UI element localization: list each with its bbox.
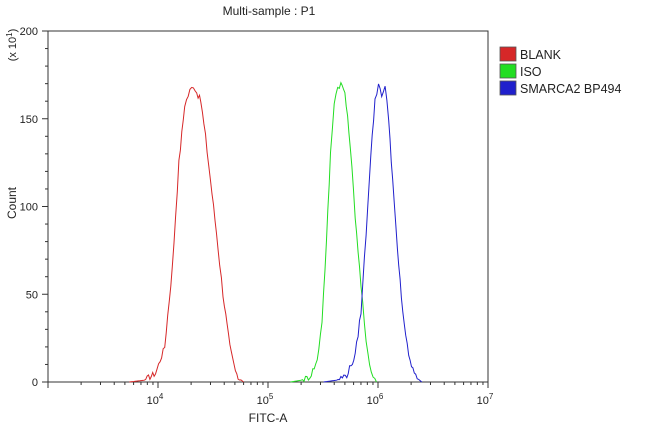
legend-swatch xyxy=(499,46,517,62)
x-tick-label: 104 xyxy=(147,392,164,407)
legend-label: ISO xyxy=(520,65,542,79)
y-tick-label: 150 xyxy=(20,114,38,126)
plot-frame xyxy=(47,30,489,383)
legend-label: SMARCA2 BP494 xyxy=(520,82,621,96)
x-axis: 104 105 106 107 xyxy=(47,382,494,407)
legend-swatch xyxy=(499,80,517,96)
x-tick-label: 106 xyxy=(367,392,384,407)
x-tick-label: 105 xyxy=(257,392,274,407)
y-tick-label: 50 xyxy=(26,289,38,301)
x-tick-base: 10 xyxy=(257,395,269,407)
y-tick-label: 200 xyxy=(20,26,38,38)
series-line-smarca2-bp494 xyxy=(323,83,423,383)
x-tick-label: 107 xyxy=(477,392,494,407)
legend-label: BLANK xyxy=(520,48,562,62)
legend-swatch xyxy=(499,63,517,79)
y-axis-multiplier: (x 101) xyxy=(5,29,19,62)
legend: BLANK ISO SMARCA2 BP494 xyxy=(499,46,621,96)
y-tick-label: 100 xyxy=(20,202,38,214)
x-tick-exponent: 4 xyxy=(159,392,164,401)
chart-title: Multi-sample : P1 xyxy=(223,4,316,18)
y-multiplier-suffix: ) xyxy=(7,29,19,33)
series-line-blank xyxy=(129,86,244,383)
y-axis: 0 50 100 150 200 xyxy=(20,26,48,389)
x-tick-base: 10 xyxy=(367,395,379,407)
y-multiplier-exponent: 1 xyxy=(5,32,14,37)
y-multiplier-prefix: (x 10 xyxy=(7,37,19,61)
x-axis-label: FITC-A xyxy=(249,411,288,425)
x-tick-base: 10 xyxy=(477,395,489,407)
series-line-iso xyxy=(290,81,377,383)
y-tick-label: 0 xyxy=(32,377,38,389)
x-tick-exponent: 6 xyxy=(379,392,384,401)
x-tick-exponent: 5 xyxy=(269,392,274,401)
x-tick-base: 10 xyxy=(147,395,159,407)
series-layer xyxy=(129,81,423,383)
y-axis-label: Count xyxy=(5,186,19,219)
x-tick-exponent: 7 xyxy=(489,392,494,401)
